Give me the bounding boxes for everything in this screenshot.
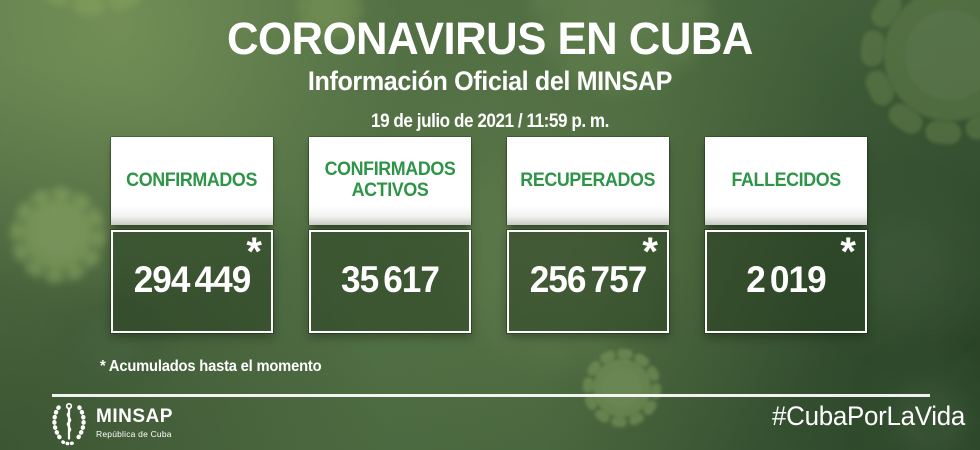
hashtag-cubaporlavida: #CubaPorLaVida (772, 401, 965, 431)
header: CORONAVIRUS EN CUBA Información Oficial … (0, 16, 980, 131)
stat-card-label-box: CONFIRMADOS (111, 137, 273, 225)
stat-card-label-box: FALLECIDOS (705, 137, 867, 225)
asterisk: * (642, 230, 658, 274)
subtitle: Información Oficial del MINSAP (307, 66, 673, 96)
minsap-logo-textblock: MINSAP República de Cuba (96, 407, 173, 439)
stat-card-label-box: CONFIRMADOS ACTIVOS (309, 137, 471, 225)
stat-cards: CONFIRMADOS * 294 449 CONFIRMADOS ACTIVO… (111, 137, 869, 333)
stat-value: 2 019 (746, 259, 826, 300)
stat-card-recuperados: RECUPERADOS * 256 757 (507, 137, 669, 333)
virus-blob-top-left (25, 0, 165, 5)
page-title: CORONAVIRUS EN CUBA (227, 13, 753, 64)
stat-value: 294 449 (133, 259, 252, 300)
minsap-logo: MINSAP República de Cuba (50, 400, 173, 446)
virus-blob-mid-left (16, 193, 99, 276)
stat-card-label: FALLECIDOS (731, 169, 841, 191)
stat-value-panel: * 294 449 (111, 230, 273, 333)
minsap-emblem-icon (52, 403, 86, 446)
stat-value-panel: * 2 019 (705, 230, 867, 333)
minsap-logo-text: MINSAP (96, 406, 173, 427)
stat-card-fallecidos: FALLECIDOS * 2 019 (705, 137, 867, 333)
stat-value-panel: 35 617 (309, 230, 471, 333)
stat-card-label: RECUPERADOS (520, 169, 656, 191)
stat-card-confirmados: CONFIRMADOS * 294 449 (111, 137, 273, 333)
stat-value: 256 757 (529, 259, 648, 300)
minsap-logo-subtext: República de Cuba (96, 429, 172, 439)
stat-card-confirmados-activos: CONFIRMADOS ACTIVOS 35 617 (309, 137, 471, 333)
asterisk: * (246, 230, 262, 274)
date-line: 19 de julio de 2021 / 11:59 p. m. (371, 111, 609, 132)
virus-blob-bottom-center (588, 354, 657, 423)
stat-card-label: CONFIRMADOS ACTIVOS (324, 159, 456, 201)
stat-value: 35 617 (340, 259, 440, 300)
asterisk: * (840, 230, 856, 274)
stat-value-panel: * 256 757 (507, 230, 669, 333)
footnote: * Acumulados hasta el momento (100, 358, 322, 375)
divider-line (52, 394, 930, 397)
stat-card-label-box: RECUPERADOS (507, 137, 669, 225)
stat-card-label: CONFIRMADOS (126, 169, 258, 191)
